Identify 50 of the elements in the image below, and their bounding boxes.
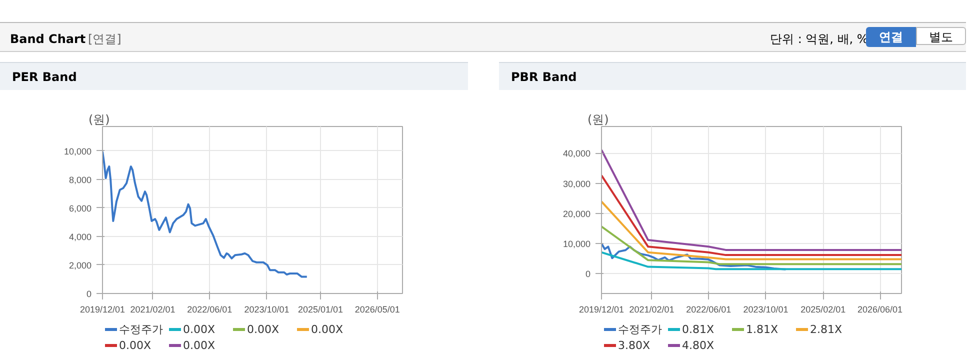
x-tick-label: 2023/10/01 (743, 304, 788, 314)
legend-label: 0.00X (182, 338, 216, 354)
text: 별도 (916, 27, 966, 45)
x-tick-label: 2023/10/01 (244, 304, 290, 314)
legend-label: 수정주가 (617, 322, 663, 338)
y-tick-label: 30,000 (562, 178, 591, 189)
legend-label: 수정주가 (118, 322, 164, 338)
x-tick-label: 2021/02/01 (130, 304, 176, 314)
legend-label: 3.80X (617, 338, 652, 354)
legend-label: 0.00X (246, 322, 280, 338)
y-tick-label: 0 (86, 289, 92, 299)
y-tick-label: 6,000 (68, 203, 92, 214)
line-series (602, 174, 902, 256)
x-tick-label: 2022/06/01 (686, 304, 732, 314)
x-tick-label: 2026/05/01 (354, 304, 400, 314)
line-series (602, 200, 902, 260)
legend-label: 4.80X (681, 338, 716, 354)
y-axis-title: (원) (588, 112, 609, 126)
line-series (602, 148, 902, 251)
text: 연결 (879, 30, 903, 44)
chart-title: PER Band (0, 62, 468, 90)
line-series (602, 251, 902, 270)
x-tick-label: 2019/12/01 (578, 304, 624, 314)
x-tick-label: 2022/06/01 (187, 304, 232, 314)
legend-label: 0.00X (182, 322, 216, 338)
line-series (602, 242, 787, 270)
y-tick-label: 40,000 (562, 148, 591, 159)
legend-label: 1.81X (745, 322, 780, 338)
text: [연결] (88, 31, 122, 48)
y-tick-label: 2,000 (68, 260, 92, 270)
legend-label: 2.81X (809, 322, 844, 338)
x-tick-label: 2021/02/01 (629, 304, 674, 314)
x-tick-label: 2025/01/01 (298, 304, 344, 314)
y-tick-label: 10,000 (64, 146, 92, 156)
line-series (602, 226, 902, 266)
y-tick-label: 20,000 (562, 208, 591, 219)
x-tick-label: 2026/06/01 (858, 304, 903, 314)
y-tick-label: 10,000 (562, 238, 591, 249)
chart-title: PBR Band (499, 62, 966, 90)
legend-label: 0.00X (118, 338, 152, 354)
legend-label: 0.81X (681, 322, 716, 338)
x-tick-label: 2019/12/01 (80, 304, 126, 314)
y-tick-label: 4,000 (68, 232, 92, 242)
y-tick-label: 0 (585, 268, 591, 279)
legend-label: 0.00X (310, 322, 344, 338)
x-tick-label: 2025/02/01 (800, 304, 846, 314)
text: Band Chart (10, 31, 86, 48)
line-series (102, 150, 308, 278)
y-tick-label: 8,000 (68, 174, 92, 185)
y-axis-title: (원) (88, 112, 110, 126)
